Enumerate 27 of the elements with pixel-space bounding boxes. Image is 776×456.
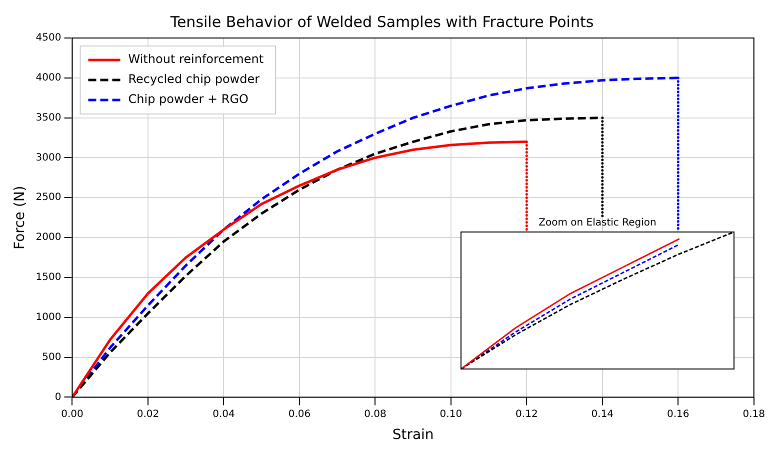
y-tick-label: 500 <box>42 352 62 363</box>
x-tick-label: 0.14 <box>591 408 614 420</box>
legend-label: Recycled chip powder <box>128 72 260 86</box>
y-tick-label: 4000 <box>36 72 62 84</box>
x-tick-label: 0.10 <box>440 408 462 420</box>
chart-title: Zoom on Elastic Region <box>539 218 657 229</box>
y-tick-label: 2500 <box>36 192 62 204</box>
x-tick-label: 0.16 <box>667 408 690 420</box>
chart-title: Tensile Behavior of Welded Samples with Fracture Points <box>169 12 594 31</box>
x-tick-label: 0.04 <box>212 408 235 420</box>
x-axis-title: Strain <box>392 427 434 444</box>
legend-label: Without reinforcement <box>128 52 264 66</box>
legend-label: Chip powder + RGO <box>128 92 248 106</box>
x-tick-label: 0.18 <box>742 408 765 420</box>
y-tick-label: 2000 <box>36 232 62 244</box>
x-tick-label: 0.08 <box>364 408 386 420</box>
y-tick-label: 1500 <box>36 272 62 284</box>
y-axis-title: Force (N) <box>12 186 28 250</box>
y-tick-label: 3000 <box>36 152 62 164</box>
y-tick-label: 4500 <box>36 32 62 44</box>
y-tick-label: 3500 <box>36 112 62 124</box>
x-tick-label: 0.02 <box>136 408 160 420</box>
x-tick-label: 0.06 <box>288 408 311 420</box>
x-tick-label: 0.00 <box>61 408 84 420</box>
y-tick-label: 0 <box>54 392 62 403</box>
y-tick-label: 1000 <box>36 312 62 323</box>
x-tick-label: 0.12 <box>516 408 538 420</box>
